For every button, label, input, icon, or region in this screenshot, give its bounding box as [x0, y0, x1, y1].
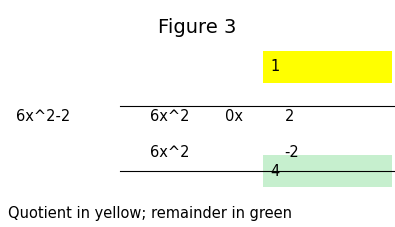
Text: Quotient in yellow; remainder in green: Quotient in yellow; remainder in green: [8, 206, 292, 221]
Text: 0x: 0x: [225, 109, 243, 124]
Text: 6x^2: 6x^2: [150, 109, 190, 124]
Text: 6x^2: 6x^2: [150, 145, 190, 160]
Text: 6x^2-2: 6x^2-2: [16, 109, 70, 124]
FancyBboxPatch shape: [263, 51, 392, 83]
Text: 2: 2: [284, 109, 294, 124]
Text: Figure 3: Figure 3: [158, 18, 237, 37]
FancyBboxPatch shape: [263, 155, 392, 187]
Text: 4: 4: [271, 164, 280, 179]
Text: -2: -2: [284, 145, 299, 160]
Text: 1: 1: [271, 59, 280, 74]
